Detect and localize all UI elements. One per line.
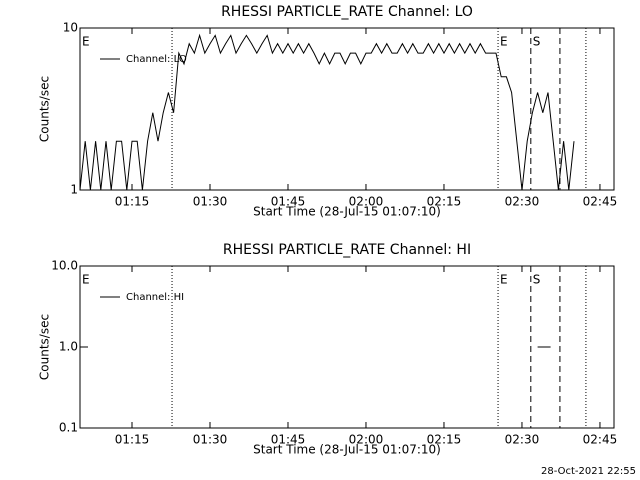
y-tick-label: 1.0: [59, 340, 78, 354]
legend-label: Channel: LO: [126, 54, 187, 65]
y-axis-label: Counts/sec: [38, 76, 52, 142]
legend-label: Channel: HI: [126, 292, 184, 303]
x-axis-label: Start Time (28-Jul-15 01:07:10): [253, 205, 441, 219]
x-tick-label: 02:00: [349, 195, 384, 209]
x-tick-label: 01:45: [271, 433, 306, 447]
chart-title: RHESSI PARTICLE_RATE Channel: HI: [223, 242, 471, 258]
x-tick-label: 01:30: [193, 433, 228, 447]
annotation: S: [533, 35, 541, 49]
x-tick-label: 02:45: [583, 433, 618, 447]
plot-frame: [79, 265, 615, 429]
annotation: E: [500, 273, 508, 287]
y-tick-label: 10: [63, 21, 78, 35]
footer: 28-Oct-2021 22:55: [541, 466, 636, 477]
plot-frame: [79, 27, 615, 191]
x-tick-label: 01:45: [271, 195, 306, 209]
x-tick-label: 02:00: [349, 433, 384, 447]
x-tick-label: 01:30: [193, 195, 228, 209]
chart-title: RHESSI PARTICLE_RATE Channel: LO: [221, 4, 473, 20]
annotation: E: [82, 273, 90, 287]
y-tick-label: 0.1: [59, 421, 78, 435]
annotation: E: [82, 35, 90, 49]
data-line: [79, 33, 575, 191]
annotation: E: [500, 35, 508, 49]
x-tick-label: 02:30: [505, 433, 540, 447]
x-tick-label: 02:15: [427, 433, 462, 447]
y-axis-label: Counts/sec: [38, 314, 52, 380]
x-tick-label: 01:15: [115, 433, 150, 447]
annotation: S: [533, 273, 541, 287]
x-tick-label: 01:15: [115, 195, 150, 209]
x-tick-label: 02:45: [583, 195, 618, 209]
x-tick-label: 02:15: [427, 195, 462, 209]
x-tick-label: 02:30: [505, 195, 540, 209]
x-axis-label: Start Time (28-Jul-15 01:07:10): [253, 443, 441, 457]
y-tick-label: 1: [70, 183, 78, 197]
y-tick-label: 10.0: [51, 259, 78, 273]
